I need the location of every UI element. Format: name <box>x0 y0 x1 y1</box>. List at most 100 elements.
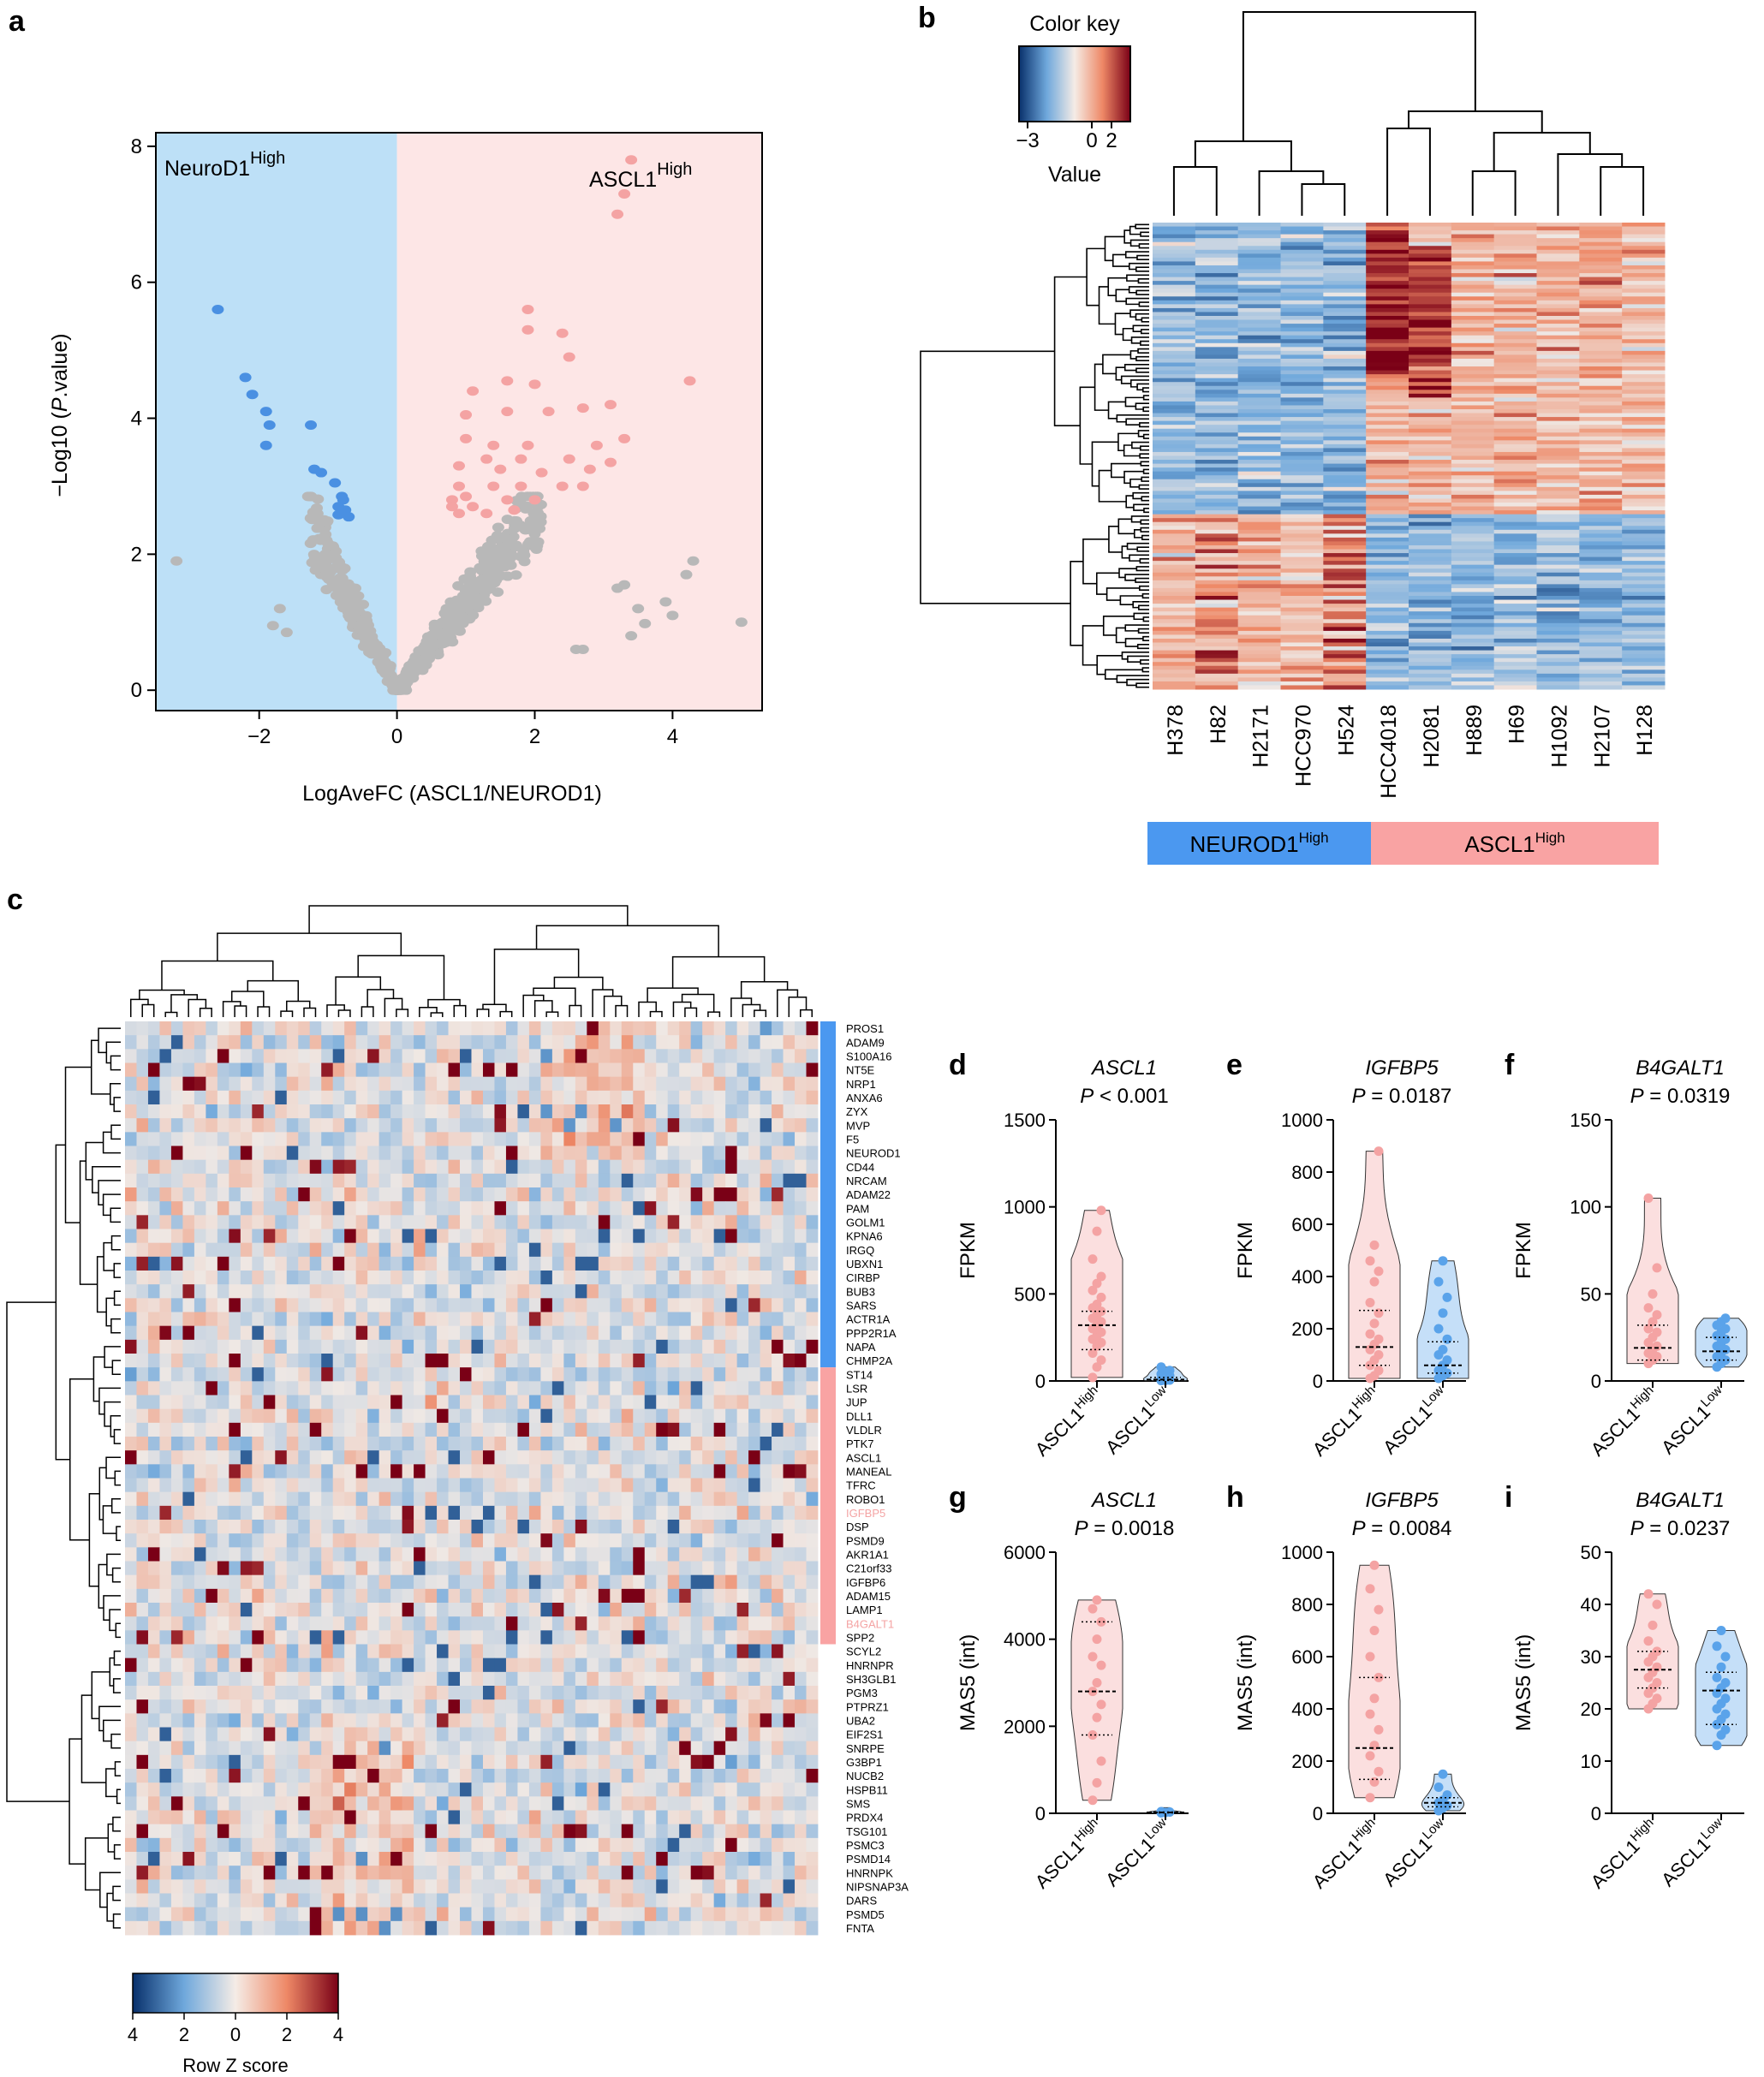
heatmap-cell <box>275 1035 288 1050</box>
ns-point <box>485 570 498 580</box>
heatmap-cell <box>1195 425 1239 430</box>
heatmap-cell <box>1153 234 1196 239</box>
heatmap-b-cells <box>1153 223 1666 690</box>
heatmap-cell <box>1622 261 1666 266</box>
heatmap-cell <box>795 1104 807 1119</box>
heatmap-cell <box>390 1381 402 1396</box>
heatmap-cell <box>1280 494 1324 499</box>
heatmap-cell <box>633 1090 646 1105</box>
heatmap-cell <box>748 1339 760 1354</box>
panel-a-letter: a <box>9 5 26 38</box>
heatmap-cell <box>240 1271 253 1285</box>
heatmap-cell <box>159 1298 172 1312</box>
heatmap-cell <box>795 1464 807 1479</box>
heatmap-cell <box>344 1491 357 1507</box>
heatmap-cell <box>667 1533 680 1548</box>
heatmap-cell <box>563 1354 576 1368</box>
heatmap-cell <box>667 1049 680 1063</box>
row-dendro-branch <box>1140 445 1149 451</box>
heatmap-cell <box>1622 627 1666 632</box>
heatmap-cell <box>621 1354 634 1368</box>
heatmap-cell <box>206 1201 218 1216</box>
heatmap-cell <box>125 1242 137 1258</box>
heatmap-cell <box>1451 607 1495 612</box>
heatmap-cell <box>610 1104 623 1119</box>
heatmap-cell <box>725 1118 738 1133</box>
heatmap-cell <box>321 1547 334 1562</box>
heatmap-cell <box>494 1049 507 1063</box>
dendro-branch <box>1386 128 1431 216</box>
panel-c-letter: c <box>7 884 23 916</box>
heatmap-cell <box>252 1090 265 1105</box>
heatmap-cell <box>1493 339 1537 344</box>
heatmap-cell <box>1153 510 1196 515</box>
heatmap-cell <box>1493 556 1537 562</box>
row-dendro-branch <box>1102 354 1131 375</box>
heatmap-cell <box>1579 420 1623 426</box>
heatmap-cell <box>633 1284 646 1299</box>
heatmap-cell <box>402 1450 414 1465</box>
heatmap-cell <box>275 1312 288 1327</box>
heatmap-cell <box>460 1062 472 1078</box>
heatmap-cell <box>229 1159 241 1175</box>
heatmap-cell <box>725 1242 738 1258</box>
heatmap-cell <box>321 1242 334 1258</box>
heatmap-cell <box>217 1437 229 1451</box>
heatmap-cell <box>551 1118 564 1133</box>
heatmap-cell <box>321 1450 334 1465</box>
heatmap-cell <box>460 1354 472 1368</box>
heatmap-cell <box>1323 685 1367 690</box>
col-dendro-branch <box>800 1009 813 1017</box>
heatmap-cell <box>1323 491 1367 496</box>
heatmap-cell <box>679 1354 692 1368</box>
heatmap-cell <box>1579 506 1623 511</box>
heatmap-cell <box>494 1339 507 1354</box>
heatmap-cell <box>736 1325 749 1341</box>
heatmap-cell <box>1493 432 1537 437</box>
heatmap-cell <box>206 1547 218 1562</box>
heatmap-cell <box>1280 238 1324 243</box>
heatmap-cell <box>1579 269 1623 274</box>
heatmap-cell <box>1323 521 1367 527</box>
heatmap-cell <box>263 1533 276 1548</box>
ascl1-sig-point <box>563 454 575 464</box>
heatmap-cell <box>1579 498 1623 503</box>
heatmap-cell <box>505 1547 518 1562</box>
heatmap-cell <box>402 1464 414 1479</box>
heatmap-cell <box>1366 451 1409 456</box>
heatmap-cell <box>760 1298 772 1312</box>
heatmap-cell <box>736 1076 749 1092</box>
heatmap-cell <box>690 1574 703 1590</box>
heatmap-cell <box>1622 638 1666 643</box>
ascl1-sig-point <box>453 481 465 491</box>
heatmap-cell <box>1195 533 1239 539</box>
heatmap-cell <box>1195 374 1239 379</box>
heatmap-cell <box>1366 646 1409 652</box>
row-dendro-branch <box>1091 441 1118 487</box>
heatmap-cell <box>1280 413 1324 418</box>
heatmap-cell <box>598 1284 611 1299</box>
heatmap-cell <box>806 1298 819 1312</box>
heatmap-cell <box>1153 650 1196 655</box>
heatmap-cell <box>1409 630 1452 635</box>
heatmap-cell <box>355 1146 368 1161</box>
heatmap-cell <box>344 1422 357 1437</box>
heatmap-cell <box>1237 596 1281 601</box>
heatmap-cell <box>772 1215 784 1229</box>
heatmap-cell <box>321 1062 334 1078</box>
heatmap-cell <box>194 1464 206 1479</box>
heatmap-cell <box>690 1325 703 1341</box>
heatmap-cell <box>1579 592 1623 597</box>
heatmap-cell <box>795 1354 807 1368</box>
ns-point <box>576 645 589 655</box>
ns-point <box>320 585 333 595</box>
heatmap-cell <box>783 1146 796 1161</box>
heatmap-cell <box>1579 307 1623 312</box>
heatmap-cell <box>644 1229 657 1244</box>
heatmap-cell <box>690 1242 703 1258</box>
row-dendro-branch <box>1125 297 1149 306</box>
heatmap-cell <box>1536 443 1580 449</box>
heatmap-cell <box>795 1159 807 1175</box>
heatmap-cell <box>1409 385 1452 390</box>
heatmap-cell <box>656 1104 669 1119</box>
